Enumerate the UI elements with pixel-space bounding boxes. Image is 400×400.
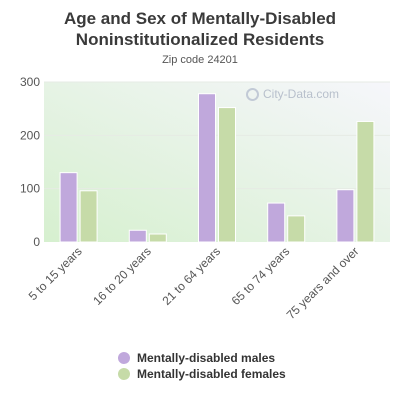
bar-females (218, 107, 236, 243)
x-tick-label: 75 years and over (284, 244, 362, 322)
bar-females (148, 233, 167, 243)
x-tick-label: 5 to 15 years (26, 244, 85, 303)
plot-area (44, 82, 390, 242)
y-tick-label: 0 (33, 235, 40, 249)
bar-chart: 0 100 200 300 5 to 15 years 16 to 20 years 21… (20, 75, 390, 322)
bar-males (128, 229, 147, 243)
y-tick-label: 300 (20, 75, 40, 89)
x-tick-label: 65 to 74 years (229, 244, 293, 308)
chart-subtitle: Zip code 24201 (162, 54, 238, 66)
legend-swatch-females (118, 368, 130, 380)
x-tick-label: 16 to 20 years (90, 244, 154, 308)
bar-females (79, 190, 98, 243)
bar-females (287, 215, 306, 243)
bar-females (356, 120, 375, 243)
legend-label-females: Mentally-disabled females (137, 367, 286, 381)
legend-item-females: Mentally-disabled females (118, 366, 286, 382)
watermark: City-Data.com (246, 87, 339, 101)
legend-item-males: Mentally-disabled males (118, 350, 286, 366)
bar-males (267, 202, 286, 243)
bar-males (198, 93, 216, 243)
y-tick-label: 100 (20, 182, 40, 196)
chart-title: Age and Sex of Mentally-Disabled Noninst… (63, 9, 337, 49)
bar-males (59, 172, 78, 243)
legend-label-males: Mentally-disabled males (137, 351, 276, 365)
bar-males (336, 189, 355, 243)
magnifier-icon (246, 87, 259, 101)
x-tick-label: 21 to 64 years (159, 244, 223, 308)
watermark-text: City-Data.com (263, 87, 340, 101)
y-tick-label: 200 (20, 128, 40, 142)
legend-swatch-males (118, 352, 130, 364)
legend: Mentally-disabled males Mentally-disable… (118, 350, 286, 382)
